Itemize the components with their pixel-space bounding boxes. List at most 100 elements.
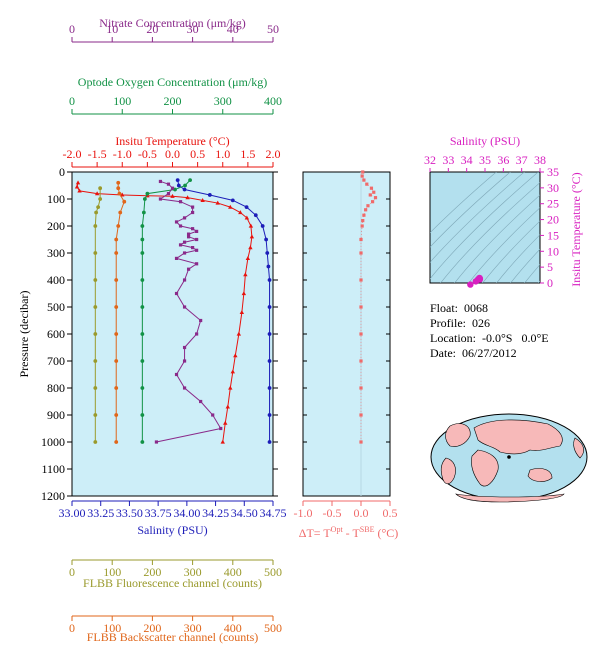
- float-info: Float: 0068 Profile: 026 Location: -0.0°…: [430, 301, 549, 361]
- oxygen-point: [140, 305, 145, 309]
- pressure-tick-label: 300: [47, 246, 65, 260]
- temperature-point: [228, 385, 233, 390]
- map-landmass: [471, 449, 499, 487]
- map-landmass: [445, 423, 471, 447]
- dt-point: [359, 332, 363, 336]
- dt-x-tick-label: 0.5: [383, 506, 398, 520]
- date-value: 06/27/2012: [462, 346, 517, 360]
- backscatter-tick-label: 200: [143, 621, 161, 635]
- temperature-tick-label: 1.0: [215, 147, 230, 161]
- delta-t-panel: -1.0 -0.5 0.0 0.5 ΔT= TOpt - TSBE (°C): [294, 170, 399, 540]
- backscatter-tick-label: 0: [69, 621, 75, 635]
- temperature-point: [243, 272, 248, 277]
- nitrate-point: [182, 216, 187, 220]
- dt-axis-label: ΔT= TOpt - TSBE (°C): [299, 525, 399, 540]
- temperature-point: [244, 215, 250, 220]
- dt-x-tick-label: -1.0: [294, 506, 313, 520]
- salinity-tick-label: 34.50: [231, 506, 258, 520]
- dt-axis-label-part: - T: [343, 526, 361, 540]
- map-location-marker: [507, 455, 511, 459]
- temperature-tick-label: -1.0: [113, 147, 132, 161]
- pressure-tick-label: 700: [47, 354, 65, 368]
- temperature-point: [77, 188, 82, 193]
- oxygen-point: [140, 278, 145, 282]
- nitrate-point: [182, 386, 187, 390]
- dt-axis-label-part: ΔT= T: [299, 526, 332, 540]
- ts-y-tick-label: 35: [547, 165, 559, 179]
- density-contour: [440, 182, 540, 283]
- nitrate-point: [174, 256, 179, 260]
- salinity-point: [230, 198, 235, 203]
- nitrate-point: [174, 220, 179, 224]
- nitrate-point: [186, 235, 191, 239]
- ts-point: [472, 278, 480, 285]
- nitrate-point: [182, 278, 187, 282]
- oxygen-point: [140, 237, 145, 242]
- profile-value: 026: [472, 316, 490, 330]
- dt-plot-area: [302, 171, 391, 497]
- location-value: -0.0°S 0.0°E: [481, 331, 549, 345]
- dt-point: [359, 251, 363, 255]
- density-contour: [468, 207, 540, 283]
- ts-y-tick-label: 25: [547, 197, 559, 211]
- temperature-point: [170, 193, 175, 198]
- backscatter-point: [114, 251, 119, 255]
- fluorescence-tick-label: 0: [69, 565, 75, 579]
- backscatter-axis-title: FLBB Backscatter channel (counts): [87, 630, 259, 644]
- nitrate-point: [182, 305, 187, 309]
- float-label: Float:: [430, 301, 459, 315]
- density-contour: [430, 172, 511, 248]
- dt-point: [359, 386, 363, 390]
- profile-label: Profile:: [430, 316, 466, 330]
- ts-x-tick-label: 35: [479, 153, 491, 167]
- temperature-tick-label: 2.0: [266, 147, 281, 161]
- pressure-tick-label: 200: [47, 219, 65, 233]
- density-contour: [454, 194, 540, 283]
- nitrate-axis-title: Nitrate Concentration (μm/kg): [99, 16, 245, 30]
- temperature-point: [200, 197, 205, 202]
- ts-y-tick-label: 15: [547, 228, 559, 242]
- salinity-tick-label: 33.50: [116, 506, 143, 520]
- density-contour: [430, 172, 539, 280]
- pressure-tick-label: 100: [47, 192, 65, 206]
- nitrate-point: [191, 227, 195, 231]
- backscatter-point: [116, 180, 121, 185]
- backscatter-tick-label: 300: [184, 621, 202, 635]
- dt-point: [359, 237, 363, 242]
- pressure-tick-label: 600: [47, 327, 65, 341]
- ts-point: [467, 281, 474, 288]
- fluorescence-point: [98, 186, 103, 191]
- nitrate-tick-label: 40: [227, 22, 239, 36]
- salinity-point: [267, 278, 272, 282]
- nitrate-point: [219, 426, 223, 431]
- fluorescence-tick-label: 500: [264, 565, 282, 579]
- salinity-line: [177, 179, 271, 442]
- temperature-tick-label: -0.5: [138, 147, 157, 161]
- oxygen-point: [140, 332, 145, 336]
- pressure-tick-label: 800: [47, 381, 65, 395]
- fluorescence-point: [93, 224, 98, 228]
- map-landmass: [527, 468, 553, 482]
- ts-y-tick-label: 20: [547, 213, 559, 227]
- ts-y-axis-label: Insitu Temperature (°C): [569, 172, 583, 286]
- oxygen-tick-label: 200: [164, 94, 182, 108]
- fluorescence-point: [93, 440, 98, 444]
- nitrate-point: [166, 182, 171, 186]
- pressure-tick-label: 900: [47, 408, 65, 422]
- pressure-tick-label: 0: [59, 165, 65, 179]
- salinity-tick-label: 34.25: [202, 506, 229, 520]
- backscatter-tick-label: 500: [264, 621, 282, 635]
- nitrate-point: [186, 267, 191, 271]
- ts-title: Salinity (PSU): [450, 134, 520, 148]
- dt-point: [369, 186, 374, 190]
- dt-x-tick-label: 0.0: [354, 506, 369, 520]
- density-contour: [430, 172, 497, 234]
- temperature-tick-label: -1.5: [88, 147, 107, 161]
- salinity-point: [207, 193, 212, 197]
- float-row: Float: 0068: [430, 301, 549, 316]
- location-row: Location: -0.0°S 0.0°E: [430, 331, 549, 346]
- salinity-point: [176, 183, 181, 188]
- oxygen-tick-label: 300: [214, 94, 232, 108]
- nitrate-point: [154, 440, 159, 444]
- pressure-tick-label: 500: [47, 300, 65, 314]
